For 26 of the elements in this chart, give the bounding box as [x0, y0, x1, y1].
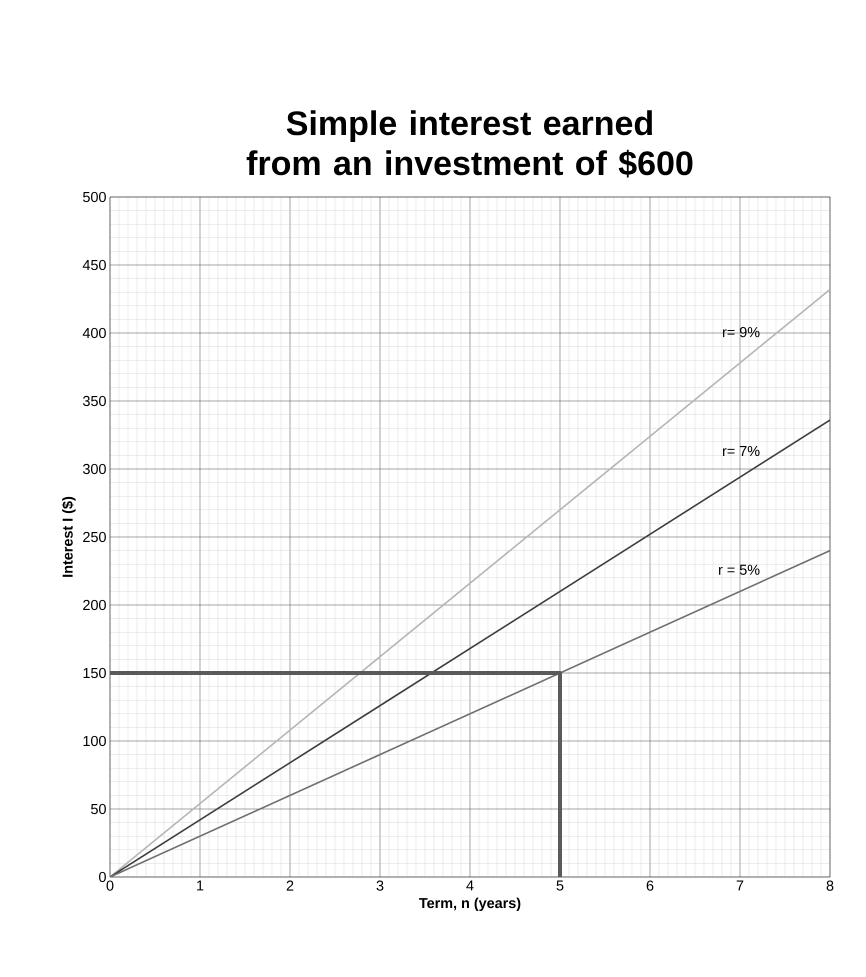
- x-tick-label: 0: [106, 880, 114, 891]
- y-tick-label: 500: [83, 192, 106, 202]
- series-label: r= 9%: [723, 327, 760, 338]
- x-tick-label: 2: [286, 880, 294, 891]
- y-tick-label: 300: [82, 464, 106, 474]
- x-tick-label: 8: [826, 880, 834, 891]
- y-tick-label: 100: [84, 736, 106, 746]
- y-tick-label: 350: [82, 396, 106, 406]
- y-tick-label: 0: [99, 872, 106, 882]
- series-label: r= 7%: [723, 446, 760, 456]
- y-tick-label: 50: [91, 804, 106, 814]
- y-tick-label: 200: [83, 600, 106, 610]
- y-tick-label: 450: [82, 260, 106, 270]
- chart-title: Simple interest earned from an investment of $600: [246, 110, 692, 178]
- series-label: r = 5%: [718, 564, 760, 575]
- x-tick-label: 3: [376, 880, 384, 891]
- y-tick-label: 150: [84, 668, 106, 678]
- y-tick-label: 400: [82, 328, 106, 338]
- y-tick-label: 250: [83, 532, 106, 542]
- x-tick-label: 4: [466, 880, 474, 890]
- x-tick-label: 5: [556, 880, 564, 891]
- x-tick-label: 6: [646, 880, 654, 891]
- x-axis-title: Term, n (years): [419, 898, 520, 912]
- x-tick-label: 1: [197, 880, 204, 890]
- y-axis-title: Interest I ($): [62, 496, 76, 577]
- x-tick-label: 7: [736, 880, 744, 890]
